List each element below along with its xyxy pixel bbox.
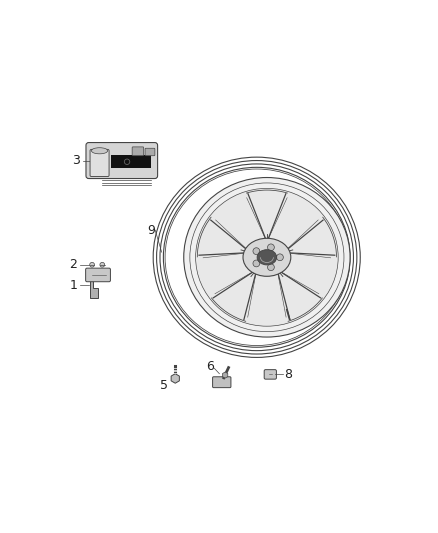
Circle shape	[100, 262, 105, 267]
FancyBboxPatch shape	[132, 147, 144, 156]
Circle shape	[253, 248, 260, 255]
Ellipse shape	[257, 249, 277, 265]
Bar	[111, 155, 152, 168]
Ellipse shape	[92, 148, 108, 154]
Text: 6: 6	[206, 360, 214, 374]
Text: 5: 5	[160, 379, 168, 392]
Circle shape	[268, 244, 274, 251]
Text: 1: 1	[70, 279, 78, 292]
Text: 3: 3	[72, 154, 80, 167]
FancyBboxPatch shape	[86, 142, 158, 179]
FancyBboxPatch shape	[145, 148, 155, 156]
Text: 2: 2	[70, 259, 78, 271]
Ellipse shape	[153, 157, 360, 358]
Ellipse shape	[184, 177, 350, 337]
Circle shape	[90, 262, 95, 267]
Circle shape	[253, 260, 260, 267]
Circle shape	[268, 264, 274, 271]
FancyBboxPatch shape	[90, 149, 109, 176]
FancyBboxPatch shape	[212, 377, 231, 387]
Text: 8: 8	[285, 368, 293, 381]
FancyBboxPatch shape	[264, 370, 276, 379]
FancyBboxPatch shape	[86, 268, 110, 282]
Text: 9: 9	[148, 224, 155, 237]
Ellipse shape	[196, 188, 338, 326]
Ellipse shape	[243, 238, 291, 276]
Polygon shape	[90, 275, 98, 298]
Circle shape	[276, 254, 283, 261]
